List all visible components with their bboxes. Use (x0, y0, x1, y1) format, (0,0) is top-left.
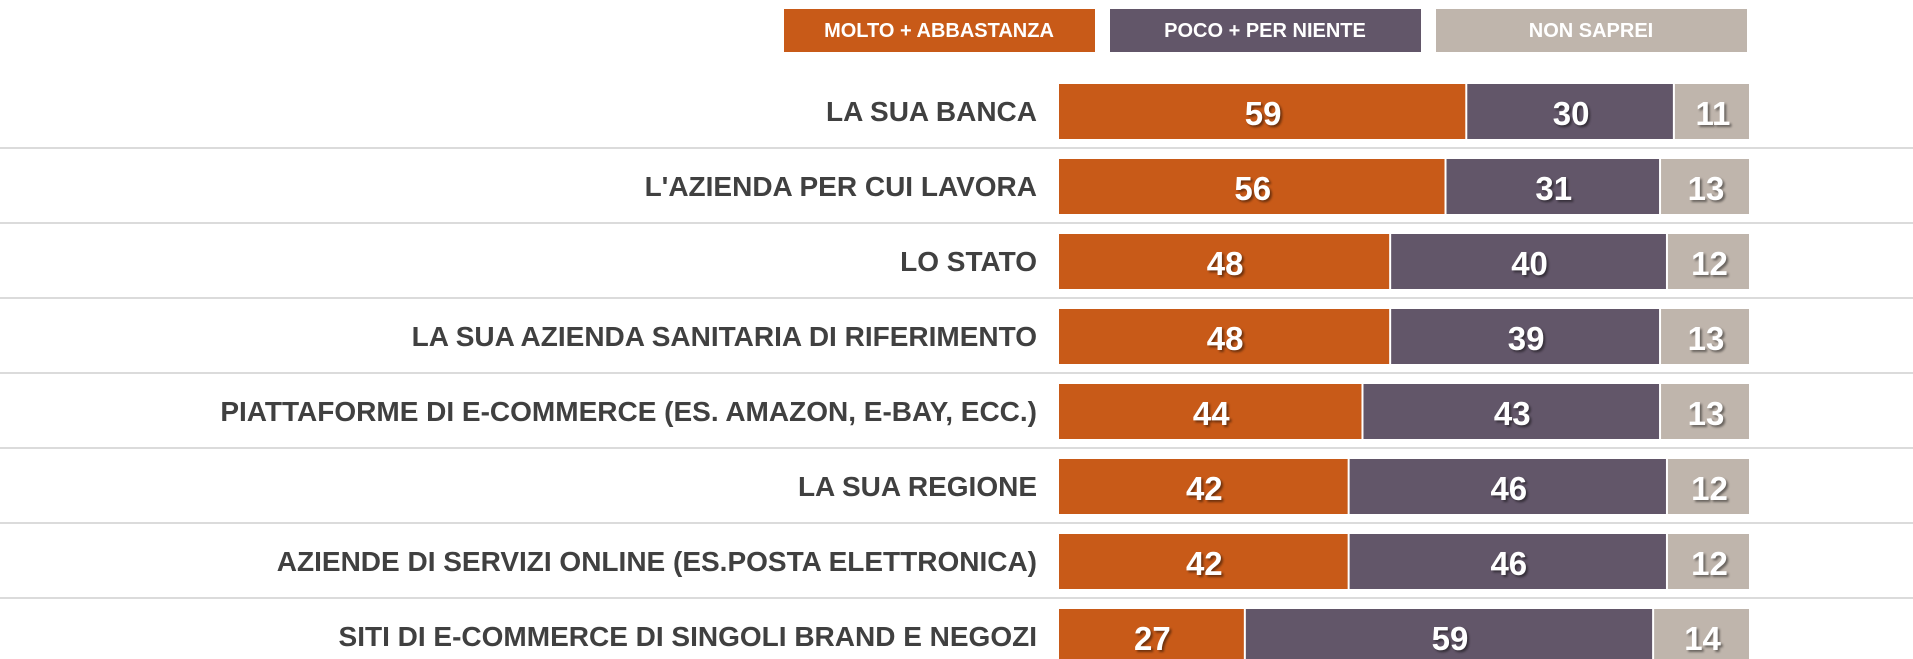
value-label: 11 (1695, 95, 1730, 132)
value-label: 46 (1490, 545, 1527, 582)
bar-segment (1391, 309, 1660, 364)
bar-segment (1059, 534, 1348, 589)
category-label: L'AZIENDA PER CUI LAVORA (645, 171, 1037, 202)
value-label: 59 (1245, 95, 1282, 132)
legend-swatch (1110, 9, 1421, 52)
bar-segment (1667, 234, 1749, 289)
value-label: 46 (1490, 470, 1527, 507)
bar-segment (1661, 159, 1749, 214)
value-label: 13 (1688, 395, 1725, 432)
bar-segment (1059, 609, 1244, 659)
legend-label: NON SAPREI (1529, 20, 1653, 42)
bar-segment (1391, 234, 1666, 289)
bar-segment (1059, 309, 1390, 364)
value-label: 59 (1432, 620, 1469, 657)
bar-segment (1667, 459, 1749, 514)
bar-segment (1446, 159, 1660, 214)
value-label: 12 (1691, 470, 1728, 507)
category-label: LA SUA REGIONE (798, 471, 1037, 502)
category-label: PIATTAFORME DI E-COMMERCE (ES. AMAZON, E… (220, 396, 1037, 427)
bar-segment (1349, 459, 1666, 514)
value-label: 42 (1186, 545, 1223, 582)
value-label: 12 (1691, 245, 1728, 282)
legend-label: POCO + PER NIENTE (1164, 20, 1366, 42)
value-label: 13 (1688, 320, 1725, 357)
category-label: LA SUA BANCA (826, 96, 1037, 127)
category-label: SITI DI E-COMMERCE DI SINGOLI BRAND E NE… (339, 621, 1037, 652)
value-label: 39 (1508, 320, 1545, 357)
bar-segment (1059, 384, 1362, 439)
value-label: 30 (1553, 95, 1590, 132)
value-label: 43 (1494, 395, 1531, 432)
legend-swatch (784, 9, 1095, 52)
bar-segment (1349, 534, 1666, 589)
bar-segment (1467, 84, 1673, 139)
category-label: AZIENDE DI SERVIZI ONLINE (ES.POSTA ELET… (277, 546, 1037, 577)
category-label: LO STATO (900, 246, 1037, 277)
bar-segment (1059, 234, 1390, 289)
bar-segment (1661, 384, 1749, 439)
bar-segment (1654, 609, 1749, 659)
value-label: 42 (1186, 470, 1223, 507)
value-label: 48 (1207, 245, 1244, 282)
value-label: 31 (1535, 170, 1572, 207)
legend-label: MOLTO + ABBASTANZA (824, 20, 1054, 42)
bar-segment (1363, 384, 1660, 439)
category-label: LA SUA AZIENDA SANITARIA DI RIFERIMENTO (412, 321, 1037, 352)
bar-segment (1059, 159, 1445, 214)
value-label: 12 (1691, 545, 1728, 582)
value-label: 44 (1193, 395, 1230, 432)
value-label: 56 (1234, 170, 1271, 207)
bar-segment (1059, 459, 1348, 514)
value-label: 13 (1688, 170, 1725, 207)
value-label: 40 (1511, 245, 1548, 282)
value-label: 48 (1207, 320, 1244, 357)
bar-segment (1674, 84, 1749, 139)
value-label: 14 (1684, 620, 1721, 657)
value-label: 27 (1134, 620, 1171, 657)
bar-segment (1059, 84, 1466, 139)
bar-segment (1661, 309, 1749, 364)
legend-swatch (1436, 9, 1747, 52)
bar-segment (1667, 534, 1749, 589)
bar-segment (1245, 609, 1653, 659)
